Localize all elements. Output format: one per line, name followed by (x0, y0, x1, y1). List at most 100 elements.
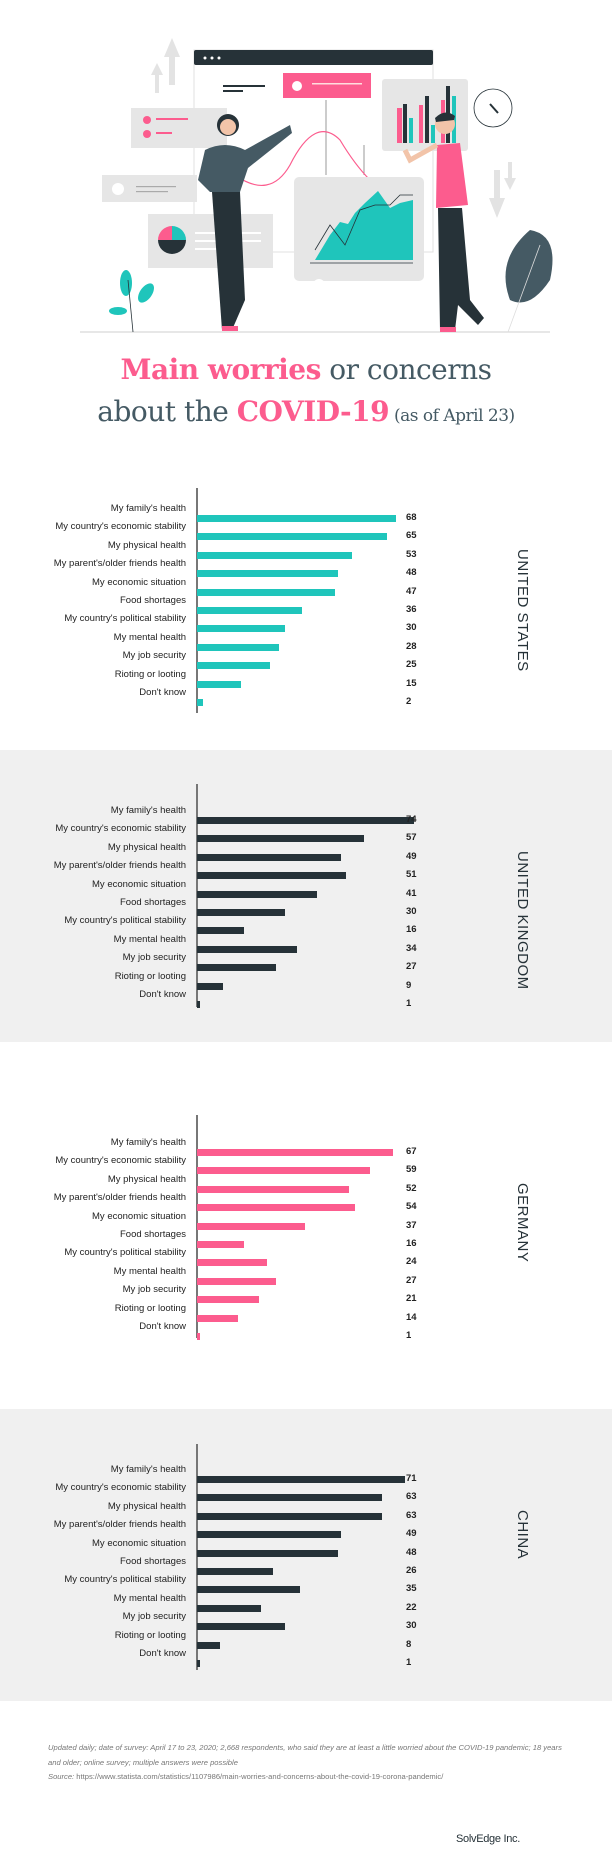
value-label: 30 (406, 622, 417, 634)
bar (197, 680, 241, 688)
value-label: 37 (406, 1219, 417, 1231)
bar (197, 1476, 406, 1483)
bar (197, 1259, 268, 1267)
value-label: 30 (406, 906, 417, 917)
bar (197, 853, 341, 861)
value-label: 74 (406, 814, 417, 825)
category-label: Don't know (139, 1648, 186, 1659)
bar (197, 1241, 244, 1248)
bar (197, 817, 414, 824)
value-label: 2 (406, 696, 412, 707)
bar (197, 1185, 350, 1193)
title-highlight: Main worries (120, 353, 321, 386)
category-label: My family's health (110, 503, 186, 514)
value-label: 15 (406, 677, 417, 689)
value-label: 1 (406, 998, 412, 1009)
category-label: My country's economic stability (55, 823, 186, 835)
leaf-icon (505, 230, 553, 303)
category-label: My job security (122, 952, 186, 964)
value-label: 47 (406, 585, 417, 597)
category-label: My country's economic stability (55, 1482, 186, 1494)
title-text: about the (97, 395, 237, 428)
category-label: My economic situation (92, 1537, 186, 1549)
plant-icon (109, 270, 154, 315)
bar (197, 872, 347, 880)
value-label: 49 (406, 1528, 417, 1540)
value-label: 1 (406, 1330, 412, 1341)
category-label: My mental health (113, 1592, 186, 1604)
value-label: 16 (406, 1238, 417, 1249)
value-label: 67 (406, 1146, 417, 1157)
category-label: My country's political stability (64, 915, 186, 927)
value-label: 54 (406, 1201, 417, 1213)
chart-axis (196, 784, 198, 1007)
value-label: 68 (406, 512, 417, 523)
bar (197, 945, 297, 953)
value-label: 9 (406, 979, 412, 991)
bar (197, 1149, 394, 1156)
category-label: My parent's/older friends health (53, 558, 186, 570)
bar (197, 1531, 341, 1539)
value-label: 71 (406, 1473, 417, 1484)
bar (197, 1222, 306, 1230)
value-label: 48 (406, 567, 417, 579)
category-label: My family's health (110, 1137, 186, 1148)
bar (197, 625, 285, 633)
bar (197, 835, 364, 843)
bar (197, 1333, 200, 1340)
category-label: My physical health (107, 539, 186, 551)
value-label: 35 (406, 1583, 417, 1595)
value-label: 30 (406, 1620, 417, 1632)
value-label: 14 (406, 1311, 417, 1323)
title-text: or concerns (320, 353, 492, 386)
category-label: My mental health (113, 631, 186, 643)
category-label: My job security (122, 650, 186, 662)
value-label: 24 (406, 1256, 417, 1268)
category-label: Food shortages (119, 1556, 186, 1567)
category-label: Don't know (139, 989, 186, 1000)
category-label: My country's political stability (64, 613, 186, 625)
bar (197, 1512, 382, 1520)
bar (197, 1586, 300, 1594)
bar (197, 1167, 370, 1175)
chart-axis (196, 1444, 198, 1670)
bar (197, 588, 335, 596)
value-label: 28 (406, 640, 417, 652)
bar (197, 1314, 239, 1322)
bar (197, 1001, 200, 1008)
bar (197, 1623, 285, 1631)
bar (197, 982, 224, 990)
value-label: 59 (406, 1164, 417, 1176)
value-label: 8 (406, 1638, 412, 1650)
bar (197, 551, 353, 559)
bar (197, 1549, 338, 1557)
bar (197, 533, 388, 541)
value-label: 48 (406, 1546, 417, 1558)
footnote: Updated daily; date of survey: April 17 … (48, 1741, 568, 1785)
category-label: My parent's/older friends health (53, 1192, 186, 1204)
bar (197, 1204, 356, 1212)
bar (197, 570, 338, 578)
value-label: 25 (406, 659, 417, 671)
country-label: GERMANY (514, 1183, 531, 1263)
bar (197, 662, 271, 670)
arrow-down-icon (489, 162, 516, 218)
bar (197, 964, 277, 972)
country-label: UNITED KINGDOM (514, 851, 531, 990)
bar (197, 1568, 274, 1575)
category-label: My physical health (107, 1500, 186, 1512)
bar (197, 699, 203, 706)
page-title-line1: Main worries or concerns (0, 353, 612, 386)
source-url: https://www.statista.com/statistics/1107… (74, 1772, 444, 1781)
hero-illustration (80, 38, 553, 333)
bar (197, 1660, 200, 1667)
category-label: My parent's/older friends health (53, 1519, 186, 1531)
value-label: 52 (406, 1182, 417, 1194)
value-label: 34 (406, 942, 417, 954)
category-label: My mental health (113, 933, 186, 945)
category-label: Don't know (139, 687, 186, 698)
title-highlight: COVID-19 (236, 395, 390, 428)
value-label: 16 (406, 924, 417, 936)
value-label: 57 (406, 832, 417, 844)
value-label: 41 (406, 887, 417, 899)
